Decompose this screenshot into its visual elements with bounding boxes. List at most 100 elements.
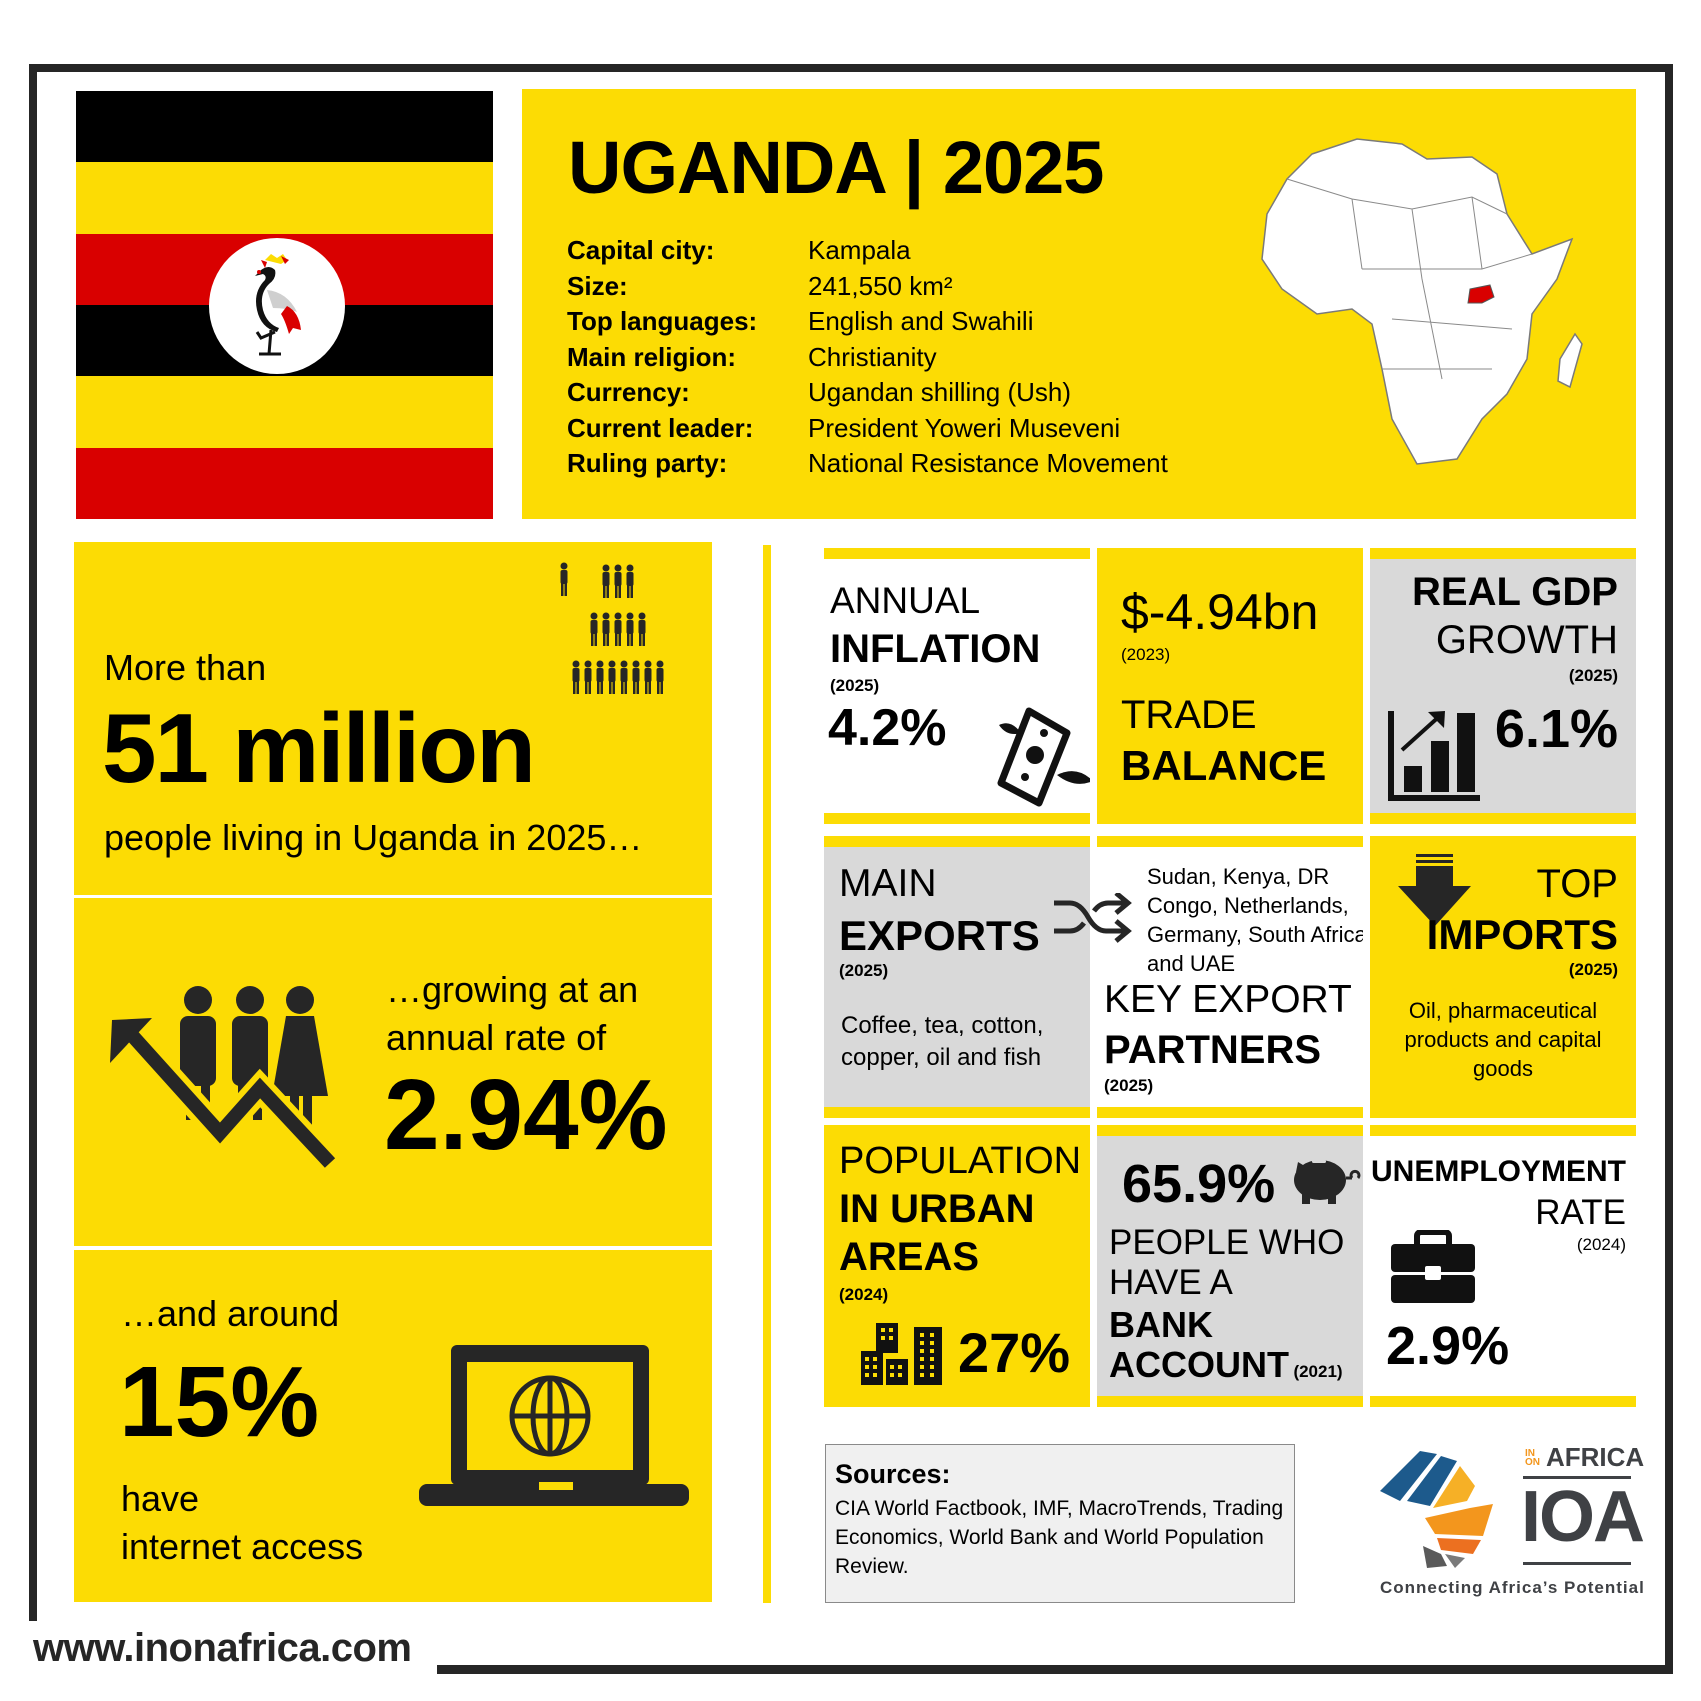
africa-map-icon xyxy=(1242,119,1632,489)
fact-label: Top languages: xyxy=(567,306,758,336)
logo-rule-bottom xyxy=(1523,1562,1631,1565)
frame-border-right xyxy=(1665,64,1673,1673)
inflation-value: 4.2% xyxy=(828,699,947,757)
exports-label-2: EXPORTS xyxy=(839,912,1040,959)
trade-year: (2023) xyxy=(1121,645,1171,664)
column-divider xyxy=(763,545,771,1603)
fact-label: Size: xyxy=(567,270,628,301)
bank-label-4-row: ACCOUNT (2021) xyxy=(1109,1344,1343,1386)
top-imports-card: TOP IMPORTS (2025) Oil, pharmaceutical p… xyxy=(1370,836,1636,1118)
unemployment-card: UNEMPLOYMENT RATE (2024) 2.9% xyxy=(1370,1125,1636,1407)
population-outro: people living in Uganda in 2025… xyxy=(104,817,643,858)
partners-label-2: PARTNERS xyxy=(1104,1028,1322,1072)
laptop-globe-icon xyxy=(419,1342,689,1517)
country-facts: Capital city: Kampala Size: 241,550 km² To… xyxy=(567,233,1168,482)
trade-balance-card: $-4.94bn (2023) TRADE BALANCE xyxy=(1097,548,1363,824)
frame-border-top xyxy=(29,64,1673,72)
trade-label-1: TRADE xyxy=(1121,693,1257,737)
crane-emblem-icon xyxy=(209,238,345,374)
frame-border-left xyxy=(29,64,37,1621)
exports-label-1: MAIN xyxy=(839,862,937,905)
population-intro: More than xyxy=(104,647,267,688)
fact-value: National Resistance Movement xyxy=(808,448,1168,478)
bank-value: 65.9% xyxy=(1122,1154,1276,1214)
partners-label-1: KEY EXPORT xyxy=(1104,978,1352,1021)
logo-wordmark: IN ON AFRICA xyxy=(1525,1442,1644,1473)
imports-list: Oil, pharmaceutical products and capital… xyxy=(1404,998,1602,1081)
logo-rule-top xyxy=(1523,1476,1631,1479)
urban-value: 27% xyxy=(958,1321,1071,1384)
imports-label-1: TOP xyxy=(1536,862,1618,906)
partners-list: Sudan, Kenya, DR Congo, Netherlands, Ger… xyxy=(1147,864,1363,976)
urban-year: (2024) xyxy=(839,1285,889,1304)
logo-on: ON xyxy=(1525,1456,1540,1468)
internet-intro: …and around xyxy=(121,1293,340,1334)
gdp-label-1: REAL GDP xyxy=(1412,570,1618,614)
bank-label-2: HAVE A xyxy=(1109,1263,1233,1302)
inflation-label-2: INFLATION xyxy=(830,627,1041,671)
sources-heading: Sources: xyxy=(835,1459,951,1489)
people-pyramid-icon xyxy=(559,562,689,707)
fact-value: Ugandan shilling (Ush) xyxy=(808,377,1072,407)
logo-in: IN xyxy=(1525,1447,1535,1459)
bank-account-card: 65.9% PEOPLE WHO HAVE A BANK ACCOUNT (20… xyxy=(1097,1125,1363,1407)
country-header: UGANDA | 2025 Capital city: Kampala Size:… xyxy=(522,89,1636,519)
buildings-icon xyxy=(861,1323,943,1390)
africa-logo-mark-icon xyxy=(1380,1451,1493,1568)
partners-year: (2025) xyxy=(1104,1076,1154,1095)
fact-label: Currency: xyxy=(567,377,690,407)
inflation-card: ANNUAL INFLATION (2025) 4.2% xyxy=(824,548,1090,824)
growth-line-1: …growing at an xyxy=(386,969,639,1010)
gdp-growth-card: REAL GDP GROWTH (2025) 6.1% xyxy=(1370,548,1636,824)
imports-year: (2025) xyxy=(1568,960,1618,979)
internet-line-1: have xyxy=(121,1478,200,1519)
growth-value: 2.94% xyxy=(384,1059,668,1171)
inflation-year: (2025) xyxy=(830,676,880,695)
logo-mark-text: IOA xyxy=(1521,1477,1645,1557)
imports-label-2: IMPORTS xyxy=(1426,911,1618,958)
fact-value: 241,550 km² xyxy=(808,270,953,301)
flying-money-icon xyxy=(989,703,1090,813)
population-growth-arrow-icon xyxy=(110,978,340,1173)
bank-label-1: PEOPLE WHO xyxy=(1109,1223,1345,1262)
urban-population-card: POPULATION IN URBAN AREAS (2024) 27% xyxy=(824,1125,1090,1407)
gdp-value: 6.1% xyxy=(1494,699,1618,759)
website-url[interactable]: www.inonafrica.com xyxy=(33,1626,412,1670)
growth-line-2: annual rate of xyxy=(386,1017,607,1058)
exports-year: (2025) xyxy=(839,961,889,980)
fact-label: Ruling party: xyxy=(567,448,728,478)
piggy-bank-icon xyxy=(1290,1150,1362,1211)
frame-border-bottom xyxy=(437,1665,1673,1674)
internet-line-2: internet access xyxy=(121,1526,364,1567)
logo-tagline: Connecting Africa’s Potential xyxy=(1380,1578,1645,1597)
growth-text: …growing at an annual rate of xyxy=(386,966,638,1062)
logo-in-on: IN ON xyxy=(1525,1447,1540,1468)
gdp-label-2: GROWTH xyxy=(1435,618,1618,662)
urban-label-2: IN URBAN xyxy=(839,1187,1035,1231)
page-title: UGANDA | 2025 xyxy=(568,126,1104,209)
shuffle-arrows-icon xyxy=(1052,891,1132,948)
internet-text: have internet access xyxy=(121,1475,363,1571)
sources-body: CIA World Factbook, IMF, MacroTrends, Tr… xyxy=(835,1497,1284,1578)
fact-value: Christianity xyxy=(808,341,937,372)
sources-box: Sources: CIA World Factbook, IMF, MacroT… xyxy=(825,1444,1295,1603)
unemployment-label-1: UNEMPLOYMENT xyxy=(1371,1155,1626,1188)
export-partners-card: Sudan, Kenya, DR Congo, Netherlands, Ger… xyxy=(1097,836,1363,1118)
population-block: More than 51 million people living in Ug… xyxy=(74,542,712,895)
inflation-label-1: ANNUAL xyxy=(830,580,981,621)
gdp-year: (2025) xyxy=(1568,666,1618,685)
briefcase-icon xyxy=(1391,1229,1475,1309)
logo-africa: AFRICA xyxy=(1546,1442,1645,1472)
ioa-logo[interactable]: IN ON AFRICA IOA Connecting Africa’s Pot… xyxy=(1375,1438,1645,1603)
fact-label: Main religion: xyxy=(567,341,736,372)
unemployment-value: 2.9% xyxy=(1386,1316,1510,1376)
bank-year: (2021) xyxy=(1293,1362,1343,1381)
fact-label: Capital city: xyxy=(567,235,715,265)
urban-label-3: AREAS xyxy=(839,1235,980,1279)
bar-chart-growth-icon xyxy=(1388,708,1483,808)
uganda-flag xyxy=(76,91,493,519)
down-arrow-icon xyxy=(1398,854,1473,934)
trade-value: $-4.94bn xyxy=(1121,584,1319,640)
fact-value: President Yoweri Museveni xyxy=(808,412,1121,443)
bank-label-3: BANK xyxy=(1109,1304,1213,1345)
